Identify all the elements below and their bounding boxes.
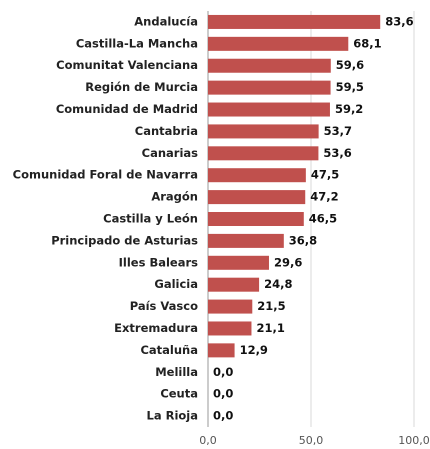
y-tick-label: Región de Murcia [85,80,198,94]
data-label: 0,0 [213,409,233,423]
y-tick-label: La Rioja [147,409,199,423]
data-label: 68,1 [353,36,381,50]
y-tick-label: Illes Balears [119,255,199,269]
bar [208,212,304,226]
data-label: 12,9 [240,343,268,357]
y-tick-label: Canarias [142,146,199,160]
y-tick-label: Cataluña [140,343,198,357]
y-tick-label: Melilla [155,365,198,379]
data-label: 47,5 [311,168,339,182]
y-tick-label: Comunidad de Madrid [56,102,198,116]
x-tick-label: 0,0 [199,434,217,447]
data-label: 46,5 [309,212,337,226]
data-label: 59,2 [335,102,363,116]
data-label: 36,8 [289,233,317,247]
y-tick-label: Castilla-La Mancha [76,36,198,50]
y-tick-label: Ceuta [160,387,198,401]
bar [208,80,331,95]
bar [208,58,331,73]
bar [208,168,306,183]
data-label: 0,0 [213,365,233,379]
bar [208,277,260,292]
bar [208,36,349,51]
data-label: 53,6 [323,146,351,160]
bar [208,146,319,161]
y-tick-label: Andalucía [134,14,198,28]
bar [208,190,306,205]
data-label: 53,7 [324,124,352,138]
data-label: 47,2 [310,190,338,204]
bar [208,255,269,270]
data-label: 83,6 [385,14,413,28]
bar [208,102,330,117]
y-tick-label: Cantabria [135,124,198,138]
x-tick-label: 50,0 [299,434,324,447]
bar [208,14,381,29]
data-label: 24,8 [264,277,292,291]
data-label: 59,6 [336,58,364,72]
data-label: 0,0 [213,387,233,401]
y-tick-label: Principado de Asturias [51,233,198,247]
y-tick-label: Extremadura [114,321,198,335]
y-tick-label: Aragón [151,190,198,204]
y-tick-label: Castilla y León [103,212,198,226]
data-label: 21,1 [256,321,284,335]
bar [208,124,319,139]
data-label: 59,5 [336,80,364,94]
y-tick-label: Galicia [154,277,198,291]
x-tick-label: 100,0 [398,434,430,447]
y-tick-label: País Vasco [130,299,198,313]
data-label: 21,5 [257,299,285,313]
bar [208,299,253,314]
bar [208,321,252,336]
data-label: 29,6 [274,255,302,269]
bar [208,343,235,358]
y-tick-label: Comunidad Foral de Navarra [13,168,198,182]
y-tick-label: Comunitat Valenciana [56,58,198,72]
bar [208,233,284,248]
